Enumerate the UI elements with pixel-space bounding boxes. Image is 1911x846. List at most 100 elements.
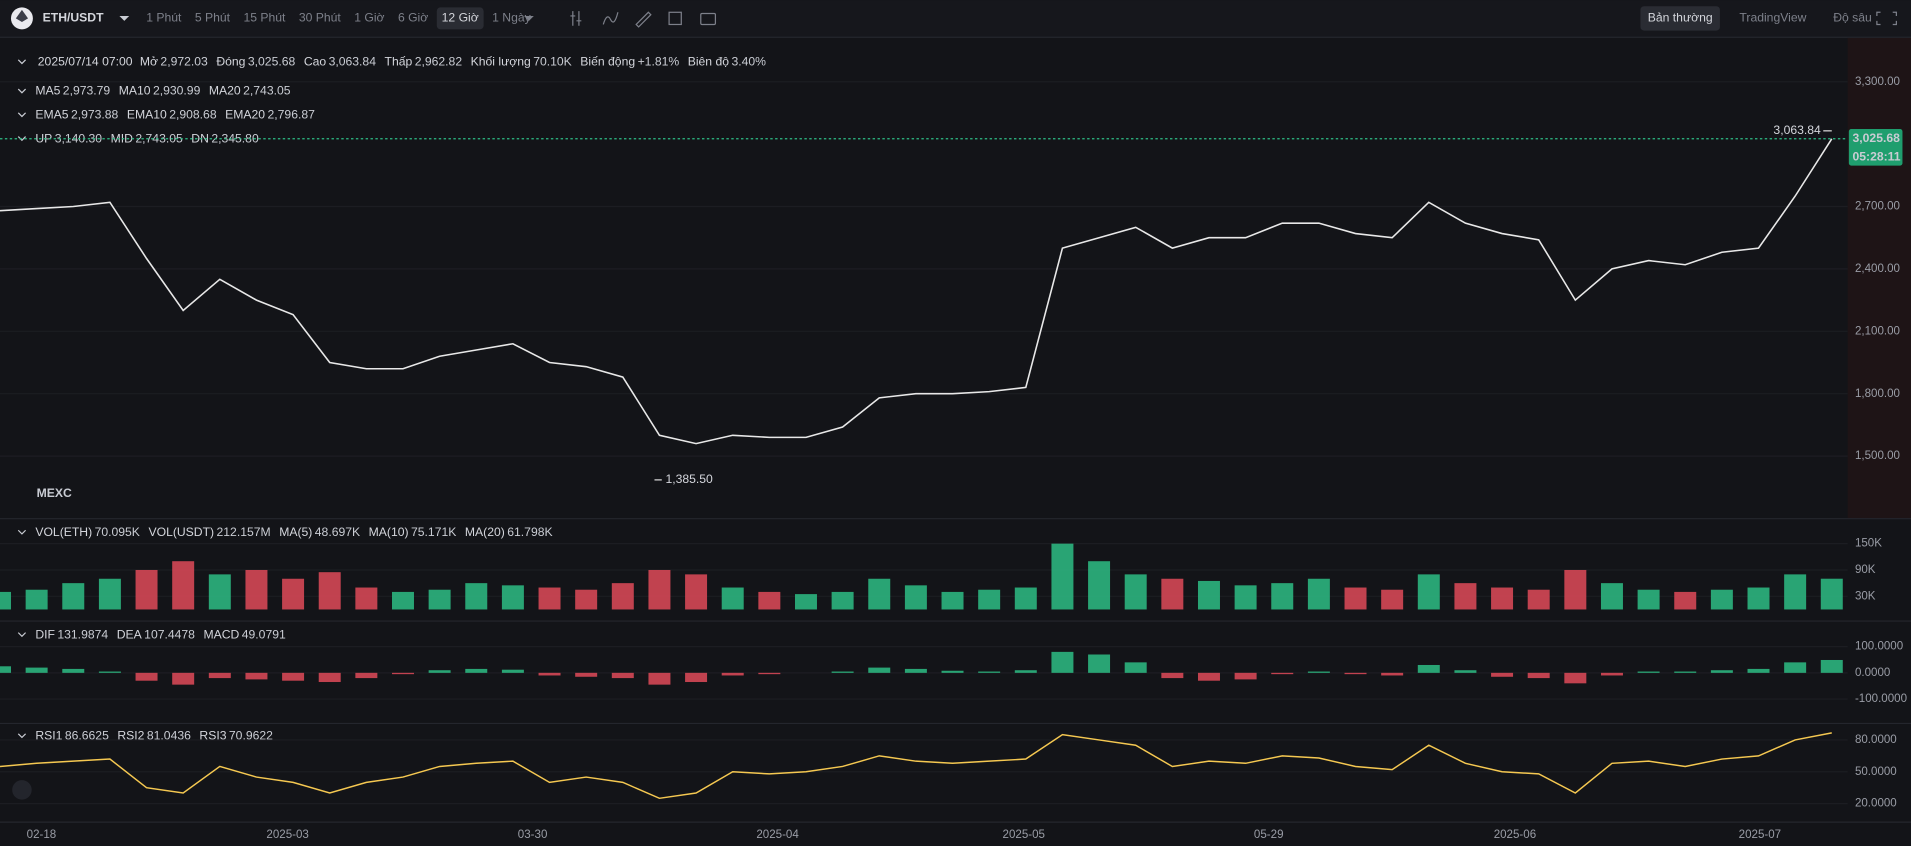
legend-value: 61.798K xyxy=(507,525,552,539)
macd-bar xyxy=(1088,654,1111,673)
timeframe-button[interactable]: 1 Phút xyxy=(146,11,182,25)
macd-bar xyxy=(501,669,524,673)
legend-value: 86.6625 xyxy=(65,728,109,742)
x-tick-label: 02-18 xyxy=(27,829,57,841)
timeframe-button[interactable]: 15 Phút xyxy=(243,11,286,25)
timeframe-button[interactable]: 1 Giờ xyxy=(354,11,384,25)
info-value: 2,962.82 xyxy=(415,54,463,68)
info-time: 2025/07/14 07:00 xyxy=(38,54,133,68)
legend-value: 48.697K xyxy=(315,525,360,539)
macd-bar xyxy=(1637,671,1660,673)
symbol: ETH/USDT xyxy=(43,11,104,25)
corner-button[interactable] xyxy=(12,780,32,800)
legend-label: RSI2 xyxy=(117,728,144,742)
macd-bar xyxy=(1197,672,1220,681)
timeframe-button[interactable]: 1 Ngày xyxy=(492,11,531,25)
volume-bar xyxy=(721,587,744,610)
view-button[interactable]: Độ sâu xyxy=(1833,11,1872,25)
legend-label: MA20 xyxy=(209,84,241,98)
macd-bar xyxy=(355,672,378,679)
macd-bar xyxy=(978,671,1001,673)
price-line xyxy=(0,138,1833,445)
collapse-chevron xyxy=(17,88,27,94)
last-price-box xyxy=(1848,129,1903,166)
legend-label: MA(20) xyxy=(465,525,505,539)
macd-bar xyxy=(1820,659,1843,673)
legend-value: 2,908.68 xyxy=(169,107,217,121)
y-tick-label: 80.0000 xyxy=(1855,734,1897,746)
macd-bar xyxy=(245,672,268,680)
timeframe-button[interactable]: 5 Phút xyxy=(195,11,231,25)
timeframe-dropdown[interactable] xyxy=(524,15,534,21)
x-tick-label: 05-29 xyxy=(1254,829,1284,841)
legend-label: MA5 xyxy=(35,84,60,98)
camera-icon[interactable] xyxy=(700,12,717,26)
eth-logo-glyph xyxy=(15,9,29,23)
view-button[interactable]: TradingView xyxy=(1739,11,1806,25)
info-value: 3,025.68 xyxy=(248,54,296,68)
y-tick-label: 0.0000 xyxy=(1855,667,1890,679)
volume-bar xyxy=(355,587,378,610)
legend-label: MACD xyxy=(203,627,239,641)
x-tick-label: 03-30 xyxy=(518,829,548,841)
legend-value: 107.4478 xyxy=(144,627,195,641)
macd-bar xyxy=(611,672,634,679)
low-label: 1,385.50 xyxy=(665,472,713,486)
timeframe-button[interactable]: 12 Giờ xyxy=(442,11,479,25)
collapse-chevron xyxy=(17,59,27,65)
legend-label: VOL(USDT) xyxy=(148,525,214,539)
volume-bar xyxy=(575,589,598,610)
macd-bar xyxy=(318,672,341,683)
volume-bar xyxy=(1124,574,1147,610)
legend-value: 70.9622 xyxy=(229,728,273,742)
macd-bar xyxy=(135,672,158,681)
legend-label: MA(10) xyxy=(369,525,409,539)
legend-value: 70.095K xyxy=(95,525,140,539)
volume-bar xyxy=(1344,587,1367,610)
legend-label: MA10 xyxy=(119,84,151,98)
volume-bar xyxy=(501,585,524,610)
y-tick-label: 100.0000 xyxy=(1855,641,1903,653)
toolbar xyxy=(0,0,1911,37)
legend-label: DEA xyxy=(117,627,143,641)
volume-bar xyxy=(1637,589,1660,610)
collapse-chevron xyxy=(17,733,27,739)
legend-label: EMA20 xyxy=(225,107,265,121)
rsi-line xyxy=(0,732,1832,800)
y-tick-label: 150K xyxy=(1855,538,1882,550)
macd-bar xyxy=(1417,664,1440,673)
layout-icon[interactable] xyxy=(668,11,682,26)
view-active-bg xyxy=(1640,6,1720,31)
volume-bar xyxy=(1161,578,1184,610)
draw-icon[interactable] xyxy=(635,11,652,28)
symbol-dropdown[interactable] xyxy=(119,15,130,21)
indicator-icon[interactable] xyxy=(570,11,582,26)
macd-bar xyxy=(1234,672,1257,680)
y-tick-label: 30K xyxy=(1855,590,1876,602)
fx-icon[interactable] xyxy=(602,12,619,25)
volume-bar xyxy=(538,587,561,610)
volume-bar xyxy=(794,594,817,610)
macd-bar xyxy=(1491,672,1514,677)
legend-value: 2,743.05 xyxy=(243,84,291,98)
volume-bar xyxy=(318,572,341,610)
macd-bar xyxy=(1600,672,1623,676)
legend-value: 49.0791 xyxy=(242,627,286,641)
macd-bar xyxy=(25,667,48,673)
fullscreen-icon[interactable] xyxy=(1876,11,1897,26)
volume-bar xyxy=(831,591,854,610)
volume-bar xyxy=(62,583,85,610)
timeframe-button[interactable]: 30 Phút xyxy=(299,11,342,25)
legend-label: VOL(ETH) xyxy=(35,525,92,539)
legend-value: 81.0436 xyxy=(147,728,191,742)
timeframe-button[interactable]: 6 Giờ xyxy=(398,11,428,25)
macd-bar xyxy=(1344,672,1367,675)
volume-bar xyxy=(868,578,891,610)
macd-bar xyxy=(1014,670,1037,673)
macd-bar xyxy=(1051,651,1074,673)
view-button[interactable]: Bản thường xyxy=(1648,11,1713,25)
countdown: 05:28:11 xyxy=(1853,149,1901,163)
volume-bar xyxy=(1014,587,1037,610)
macd-bar xyxy=(721,672,744,676)
volume-bar xyxy=(1197,580,1220,610)
